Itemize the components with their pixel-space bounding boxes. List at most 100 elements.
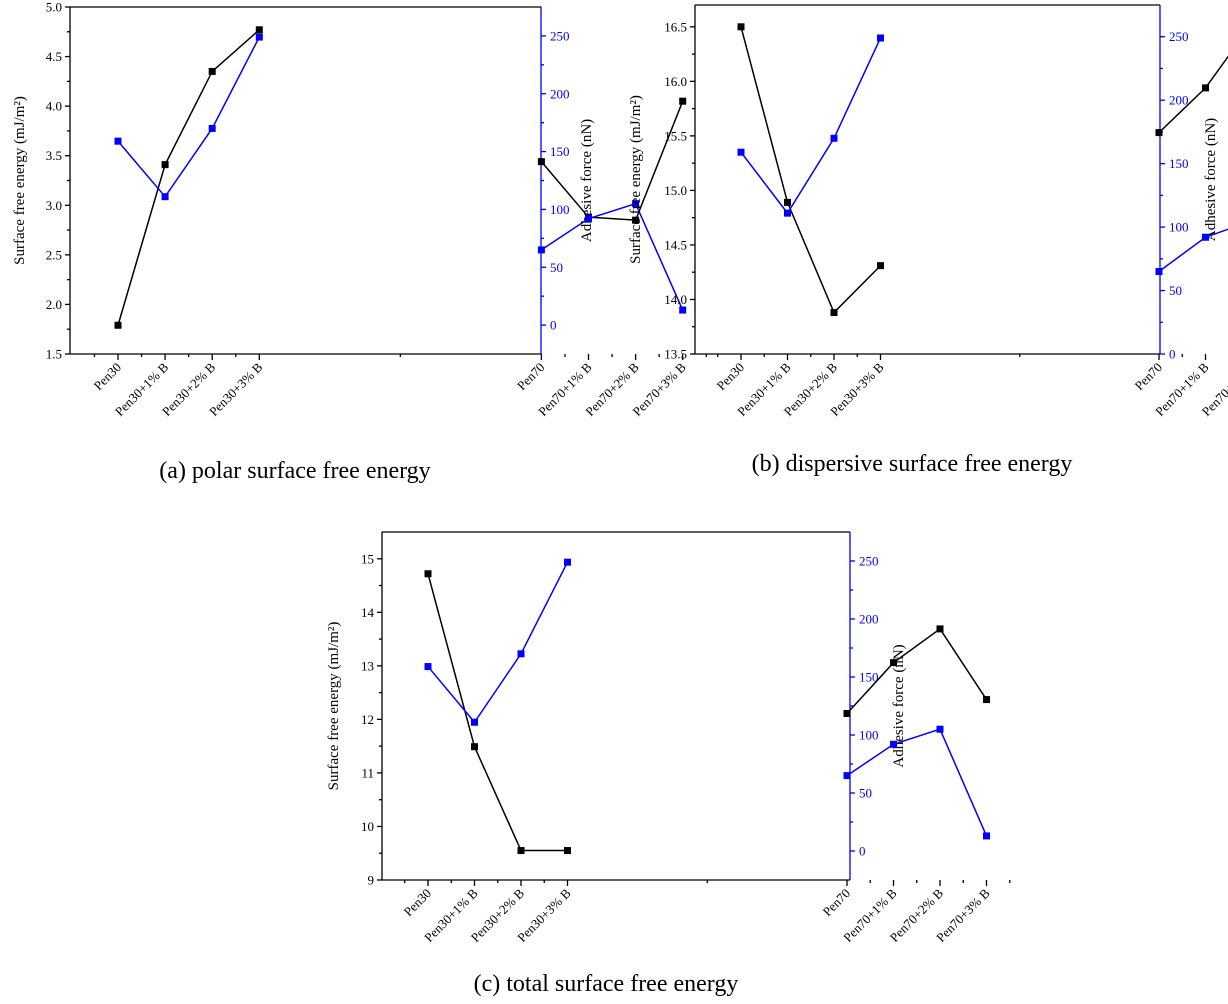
right-tick-label: 50 xyxy=(1169,283,1182,298)
left-tick-label: 1.5 xyxy=(46,347,62,362)
data-point-left xyxy=(983,696,990,704)
data-point-right xyxy=(537,246,545,254)
right-tick-label: 200 xyxy=(1169,93,1189,108)
data-point-right xyxy=(1155,268,1163,276)
right-tick-label: 250 xyxy=(1169,29,1189,44)
data-point-right xyxy=(679,306,687,314)
series-line-right xyxy=(427,561,569,724)
data-point-right xyxy=(1202,233,1209,241)
data-point-right xyxy=(632,200,640,208)
left-tick-label: 14.5 xyxy=(664,237,687,252)
data-point-left xyxy=(161,161,169,169)
right-tick-label: 100 xyxy=(859,728,879,743)
series-line-left xyxy=(427,573,568,852)
data-point-right xyxy=(877,34,884,42)
right-tick-label: 250 xyxy=(859,554,879,569)
data-point-right xyxy=(784,209,791,217)
category-label: Pen30 xyxy=(91,360,125,394)
data-point-right xyxy=(208,124,216,132)
data-point-right xyxy=(983,832,990,840)
left-tick-label: 16.5 xyxy=(664,19,687,34)
series-line-left xyxy=(846,627,988,715)
left-axis-title: Surface free energy (mJ/m²) xyxy=(12,96,28,265)
left-tick-label: 15.5 xyxy=(664,128,687,143)
series-line-right xyxy=(117,36,260,198)
data-point-left xyxy=(255,26,263,34)
right-axis-title: Adhesive force (nN) xyxy=(891,644,907,767)
figure-caption: (a) polar surface free energy xyxy=(159,458,430,484)
left-tick-label: 3.5 xyxy=(46,148,62,163)
series-line-right xyxy=(540,202,684,311)
chart-0: 1.5 2.0 2.5 3.0 3.5 4.0 4.5 5.0 0 50 100 150 200 250 P… xyxy=(12,0,707,484)
left-axis-title: Surface free energy (mJ/m²) xyxy=(326,622,342,791)
right-tick-label: 0 xyxy=(1169,347,1176,362)
category-label: Pen70 xyxy=(514,360,548,394)
category-label: Pen70 xyxy=(820,886,854,920)
chart-1: 13.5 14.0 14.5 15.0 15.5 16.0 16.5 0 50 100 150 200… xyxy=(628,4,1228,477)
figure-caption: (b) dispersive surface free energy xyxy=(752,451,1073,477)
left-tick-label: 10 xyxy=(361,819,374,834)
data-point-right xyxy=(585,215,592,223)
data-point-left xyxy=(936,625,944,633)
right-tick-label: 150 xyxy=(1169,156,1189,171)
right-tick-label: 100 xyxy=(1169,220,1189,235)
data-point-right xyxy=(843,772,851,780)
right-tick-label: 200 xyxy=(550,86,570,101)
right-tick-label: 150 xyxy=(859,670,879,685)
series-line-left xyxy=(117,29,260,326)
right-tick-label: 150 xyxy=(550,144,570,159)
data-point-right xyxy=(737,148,745,156)
data-point-left xyxy=(517,847,525,855)
data-point-left xyxy=(737,23,745,31)
left-tick-label: 16.0 xyxy=(664,74,687,89)
data-point-right xyxy=(830,134,838,142)
right-tick-label: 200 xyxy=(859,612,879,627)
data-point-left xyxy=(424,570,432,578)
chart-2: 9101112131415050100150200250Pen30Pen30+1… xyxy=(326,531,1011,997)
series-line-left xyxy=(740,26,882,314)
right-tick-label: 50 xyxy=(859,786,872,801)
left-tick-label: 3.0 xyxy=(46,198,62,213)
right-tick-label: 250 xyxy=(550,28,570,43)
left-tick-label: 9 xyxy=(368,873,375,888)
series-line-right xyxy=(740,37,882,215)
left-tick-label: 14 xyxy=(361,605,375,620)
data-point-right xyxy=(255,33,263,41)
left-tick-label: 15.0 xyxy=(664,183,687,198)
data-point-right xyxy=(936,725,944,733)
left-tick-label: 2.5 xyxy=(46,247,62,262)
data-point-left xyxy=(537,158,545,166)
series-line-left xyxy=(540,100,684,221)
category-label: Pen30 xyxy=(401,886,435,920)
data-point-left xyxy=(1202,84,1209,92)
left-tick-label: 13 xyxy=(361,658,374,673)
data-point-left xyxy=(471,743,478,751)
data-point-right xyxy=(471,718,478,726)
right-tick-label: 100 xyxy=(550,202,570,217)
data-point-right xyxy=(564,558,571,566)
left-tick-label: 4.0 xyxy=(46,99,62,114)
data-point-left xyxy=(843,709,851,717)
right-tick-label: 0 xyxy=(859,844,866,859)
data-point-right xyxy=(517,650,525,658)
series-line-right xyxy=(1158,228,1228,273)
data-point-left xyxy=(208,67,216,75)
data-point-right xyxy=(161,193,169,201)
right-tick-label: 50 xyxy=(550,260,563,275)
data-point-left xyxy=(564,847,571,855)
left-tick-label: 14.0 xyxy=(664,292,687,307)
data-point-left xyxy=(877,262,884,270)
category-label: Pen30 xyxy=(714,360,748,394)
right-axis-title: Adhesive force (nN) xyxy=(1203,118,1219,241)
left-axis-title: Surface free energy (mJ/m²) xyxy=(628,95,644,264)
data-point-left xyxy=(679,97,687,105)
data-point-left xyxy=(1155,129,1163,137)
series-line-left xyxy=(1158,55,1228,134)
data-point-left xyxy=(632,216,640,224)
left-tick-label: 12 xyxy=(361,712,374,727)
data-point-left xyxy=(784,198,791,206)
left-tick-label: 5.0 xyxy=(46,0,62,15)
left-tick-label: 4.5 xyxy=(46,49,62,64)
left-tick-label: 2.0 xyxy=(46,297,62,312)
